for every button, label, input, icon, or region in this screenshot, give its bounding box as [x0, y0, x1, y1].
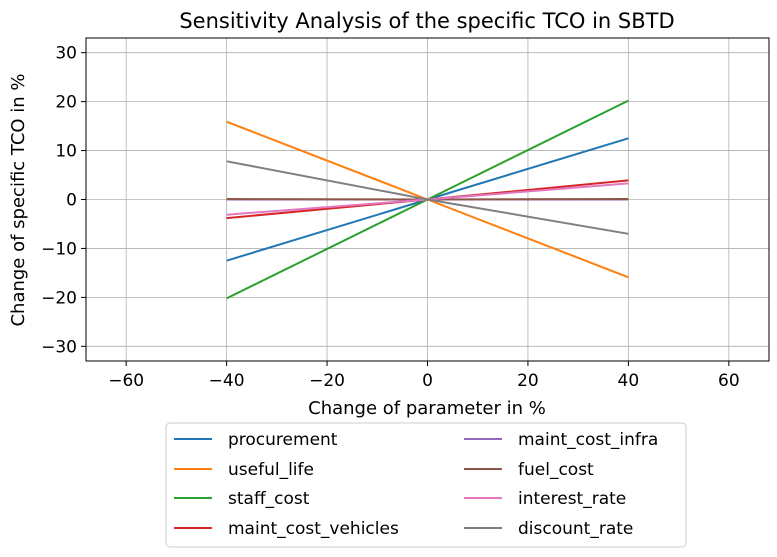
- series-lines: [226, 99, 629, 300]
- x-tick-label: −60: [108, 371, 144, 391]
- legend-label: useful_life: [228, 460, 314, 480]
- y-tick-label: 0: [66, 191, 77, 211]
- legend-label: procurement: [228, 430, 338, 450]
- y-tick-label: −10: [41, 239, 77, 259]
- y-tick-label: 20: [55, 93, 77, 113]
- x-tick-label: 20: [517, 371, 539, 391]
- legend-label: fuel_cost: [518, 460, 594, 480]
- x-tick-label: 40: [618, 371, 640, 391]
- x-tick-label: −20: [309, 371, 345, 391]
- x-tick-label: −40: [209, 371, 245, 391]
- legend: procurement useful_life staff_cost maint_co…: [165, 422, 687, 548]
- chart-title: Sensitivity Analysis of the specific TCO…: [179, 9, 674, 33]
- series-line-discount-rate: [226, 160, 629, 235]
- legend-label: interest_rate: [518, 489, 626, 509]
- y-axis-title: Change of specific TCO in %: [8, 73, 29, 326]
- legend-label: maint_cost_vehicles: [228, 519, 399, 539]
- axis-ticks: −60 −40 −20 0 20 40 60 −30 −20 −10 0 10 20 30: [41, 44, 740, 391]
- legend-label: staff_cost: [228, 489, 310, 509]
- x-axis-title: Change of parameter in %: [308, 398, 546, 419]
- x-tick-label: 0: [422, 371, 433, 391]
- y-tick-label: 30: [55, 44, 77, 64]
- legend-box: [165, 422, 687, 548]
- y-tick-label: −20: [41, 288, 77, 308]
- y-tick-label: −30: [41, 337, 77, 357]
- x-tick-label: 60: [718, 371, 740, 391]
- legend-label: maint_cost_infra: [518, 430, 658, 450]
- legend-label: discount_rate: [518, 519, 633, 539]
- y-tick-label: 10: [55, 142, 77, 162]
